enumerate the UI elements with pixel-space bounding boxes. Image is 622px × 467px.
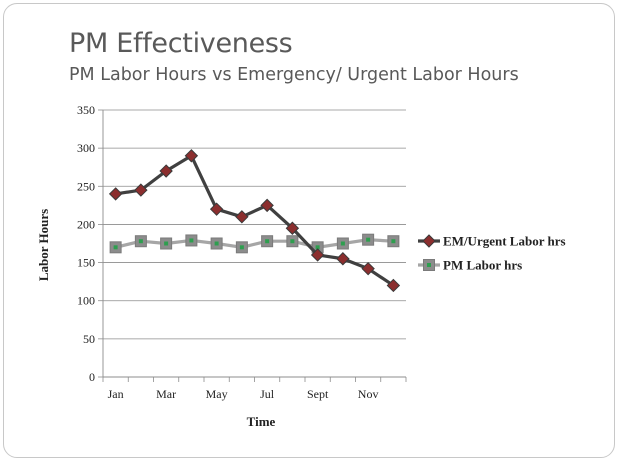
data-point-center	[265, 239, 270, 244]
legend-marker-center	[427, 263, 431, 267]
data-point-center	[189, 238, 194, 243]
y-tick-label: 100	[77, 294, 95, 308]
y-tick-label: 350	[77, 103, 95, 117]
y-tick-label: 0	[89, 370, 95, 384]
legend: EM/Urgent Labor hrs PM Labor hrs	[418, 234, 566, 273]
legend-label: EM/Urgent Labor hrs	[443, 234, 566, 249]
series-lines	[108, 149, 401, 293]
x-tick-label: Nov	[358, 387, 379, 401]
data-point	[361, 261, 375, 276]
data-point	[386, 278, 401, 293]
data-point	[260, 198, 274, 213]
gridlines	[103, 109, 406, 340]
data-point	[159, 164, 173, 178]
data-point-center	[315, 245, 320, 250]
x-tick-label: Sept	[307, 387, 329, 401]
data-point	[336, 252, 350, 266]
y-axis-title: Labor Hours	[36, 209, 51, 281]
slide-title: PM Effectiveness	[69, 28, 293, 59]
data-point	[209, 202, 224, 216]
y-tick-label: 300	[77, 141, 95, 155]
legend-entry: PM Labor hrs	[418, 258, 522, 273]
tick-labels: 0 50 100 150 200 250 300 350 Jan Mar May Jul Sept Nov	[77, 103, 378, 401]
series-em-urgent	[108, 149, 401, 293]
x-tick-label: Jan	[108, 387, 124, 401]
data-point	[310, 248, 325, 262]
legend-marker	[422, 234, 436, 248]
legend-entry: EM/Urgent Labor hrs	[418, 234, 566, 249]
slide-frame	[3, 3, 615, 458]
x-tick-label: May	[206, 387, 228, 401]
y-tick-label: 150	[77, 256, 95, 270]
data-point-center	[290, 239, 295, 244]
data-point	[285, 221, 300, 235]
x-axis-title: Time	[247, 414, 276, 429]
data-point	[108, 187, 123, 201]
series-line	[115, 238, 394, 249]
data-point-center	[391, 239, 396, 244]
data-point-center	[214, 241, 219, 246]
y-tick-label: 200	[77, 217, 95, 231]
series-pm	[109, 233, 400, 254]
x-tick-label: Jul	[260, 387, 275, 401]
data-point-center	[113, 245, 118, 250]
y-tick-label: 50	[83, 332, 95, 346]
data-point-center	[239, 245, 244, 250]
data-point-center	[164, 241, 169, 246]
legend-label: PM Labor hrs	[443, 258, 522, 273]
data-point	[184, 149, 199, 163]
data-point-center	[138, 239, 143, 244]
data-point	[134, 183, 148, 197]
slide-subtitle: PM Labor Hours vs Emergency/ Urgent Labo…	[69, 65, 519, 85]
data-point-center	[366, 237, 371, 242]
y-tick-label: 250	[77, 179, 95, 193]
axes	[98, 109, 407, 382]
data-point	[235, 210, 249, 224]
data-point-center	[340, 241, 345, 246]
x-tick-label: Mar	[156, 387, 176, 401]
series-line	[115, 154, 395, 287]
